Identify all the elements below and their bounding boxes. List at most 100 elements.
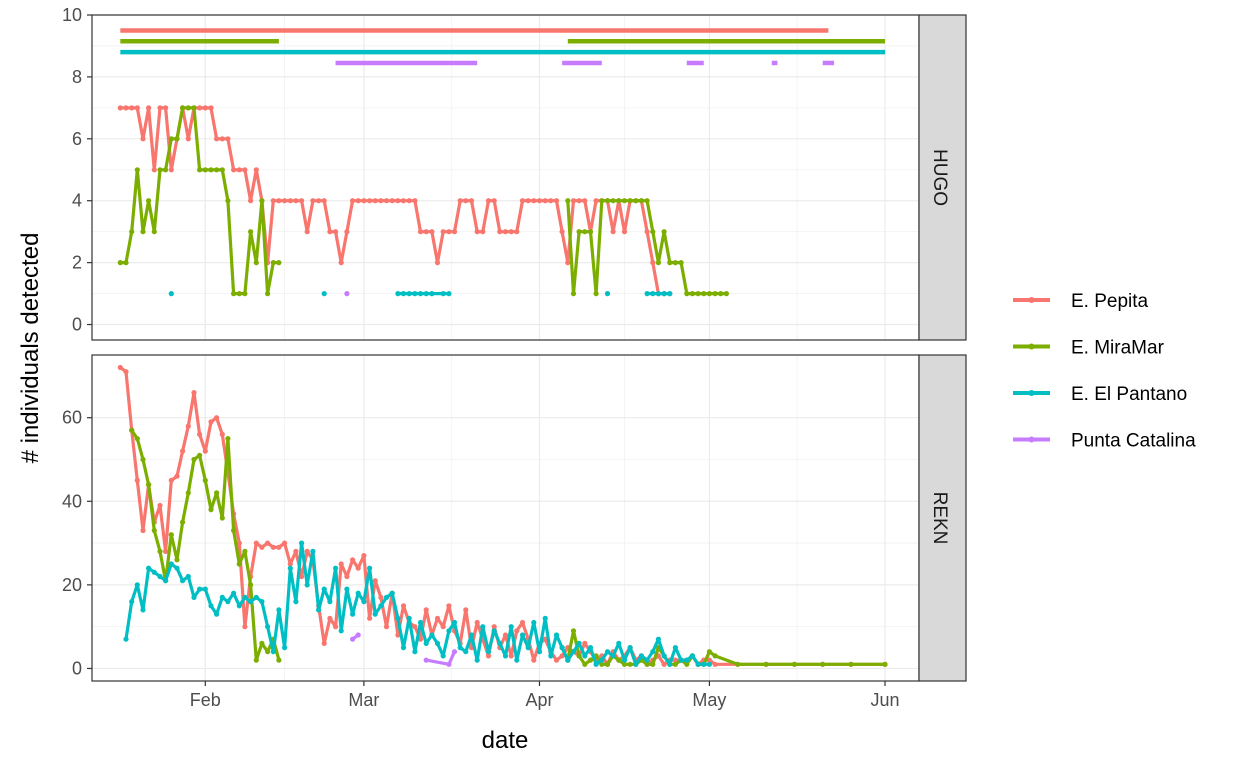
- data-point-e-pepita: [333, 624, 339, 630]
- data-point-e-pepita: [536, 198, 543, 204]
- data-point-e-miramar: [701, 291, 707, 297]
- data-point-e-pepita: [225, 136, 231, 142]
- data-point-e-miramar: [168, 136, 174, 142]
- data-point-e-miramar: [191, 105, 197, 111]
- data-point-e-el-pantano: [191, 594, 197, 601]
- data-point-e-pepita: [502, 632, 509, 638]
- data-point-e-pepita: [134, 105, 140, 111]
- data-point-e-miramar: [820, 661, 826, 667]
- x-axis-title: date: [482, 727, 529, 754]
- data-point-e-pepita: [514, 229, 520, 235]
- data-point-e-el-pantano: [140, 607, 146, 613]
- data-point-e-el-pantano: [514, 657, 520, 663]
- data-point-e-el-pantano: [576, 640, 582, 647]
- data-point-e-el-pantano: [316, 607, 322, 613]
- data-point-e-el-pantano: [214, 611, 220, 617]
- data-point-e-miramar: [168, 532, 174, 538]
- data-point-e-miramar: [180, 519, 186, 525]
- data-point-e-pepita: [400, 603, 407, 609]
- data-point-e-pepita: [514, 628, 520, 634]
- data-point-e-miramar: [174, 557, 180, 563]
- data-point-e-el-pantano: [236, 603, 242, 609]
- data-point-e-el-pantano: [655, 291, 662, 297]
- data-point-e-el-pantano: [276, 607, 282, 613]
- data-point-e-pepita: [287, 198, 293, 204]
- data-point-e-pepita: [270, 198, 276, 204]
- data-point-e-el-pantano: [423, 291, 429, 297]
- data-point-e-pepita: [333, 229, 339, 235]
- data-point-e-el-pantano: [282, 645, 288, 651]
- data-point-e-pepita: [299, 573, 305, 580]
- x-tick-label: Feb: [190, 690, 221, 710]
- data-point-e-pepita: [542, 198, 548, 204]
- strip-rekn-background: [918, 354, 967, 682]
- data-point-e-pepita: [123, 369, 129, 375]
- data-point-e-pepita: [350, 557, 356, 563]
- strip-hugo-label: HUGO: [929, 149, 950, 206]
- data-point-e-pepita: [610, 229, 616, 235]
- data-point-e-pepita: [412, 198, 418, 204]
- y-tick-label: 10: [62, 5, 82, 25]
- data-point-e-pepita: [531, 657, 537, 663]
- data-point-e-pepita: [191, 390, 197, 396]
- data-point-punta-catalina: [446, 661, 452, 667]
- data-point-e-el-pantano: [355, 590, 361, 596]
- data-point-e-pepita: [440, 229, 446, 235]
- data-point-e-pepita: [389, 198, 395, 204]
- data-point-e-miramar: [248, 582, 254, 588]
- data-point-e-miramar: [236, 561, 242, 567]
- data-point-e-pepita: [485, 653, 492, 659]
- data-point-e-pepita: [468, 198, 475, 204]
- data-point-e-el-pantano: [570, 649, 577, 655]
- data-point-e-el-pantano: [406, 615, 412, 621]
- data-point-e-el-pantano: [293, 599, 299, 605]
- data-point-e-el-pantano: [185, 573, 191, 580]
- data-point-e-pepita: [208, 105, 214, 111]
- data-point-e-pepita: [276, 198, 282, 204]
- data-point-e-miramar: [140, 456, 146, 463]
- data-point-e-el-pantano: [197, 586, 203, 592]
- data-point-e-pepita: [474, 229, 480, 235]
- data-point-e-el-pantano: [429, 632, 435, 638]
- legend-key-point-e-el-pantano: [1028, 390, 1035, 396]
- data-point-e-el-pantano: [644, 291, 650, 297]
- data-point-e-pepita: [553, 198, 560, 204]
- data-point-e-miramar: [180, 105, 186, 111]
- data-point-e-el-pantano: [180, 578, 186, 584]
- panel-hugo-y-ticks: 0 2 4 6 8 10: [62, 5, 92, 335]
- data-point-e-miramar: [197, 167, 203, 173]
- data-point-e-pepita: [282, 198, 288, 204]
- data-point-punta-catalina: [350, 636, 356, 642]
- data-point-e-pepita: [163, 548, 169, 555]
- data-point-e-miramar: [570, 628, 577, 634]
- y-axis-title: # individuals detected: [17, 233, 44, 464]
- data-point-e-pepita: [180, 448, 186, 454]
- data-point-e-el-pantano: [344, 586, 350, 592]
- data-point-e-pepita: [706, 657, 713, 663]
- data-point-e-pepita: [140, 136, 146, 142]
- data-point-e-pepita: [372, 578, 378, 584]
- data-point-e-pepita: [236, 167, 242, 173]
- data-point-e-pepita: [304, 229, 310, 235]
- data-point-e-pepita: [129, 105, 135, 111]
- data-point-e-pepita: [417, 229, 424, 235]
- data-point-e-el-pantano: [565, 657, 571, 663]
- strip-hugo-background: [918, 14, 967, 341]
- data-point-e-el-pantano: [372, 611, 378, 617]
- data-point-e-el-pantano: [440, 653, 446, 659]
- data-point-e-pepita: [276, 544, 282, 550]
- data-point-e-pepita: [548, 198, 554, 204]
- panel-rekn-background: [92, 355, 919, 681]
- data-point-e-el-pantano: [321, 586, 327, 592]
- data-point-e-pepita: [378, 198, 384, 204]
- data-point-e-el-pantano: [553, 632, 560, 638]
- panel-hugo-background: [92, 15, 919, 340]
- data-point-e-miramar: [735, 661, 741, 667]
- x-tick-label: May: [692, 690, 726, 710]
- data-point-e-pepita: [491, 624, 497, 630]
- data-point-e-el-pantano: [525, 645, 531, 651]
- data-point-e-el-pantano: [361, 599, 367, 605]
- data-point-e-el-pantano: [457, 645, 463, 651]
- data-point-e-el-pantano: [667, 291, 673, 297]
- data-point-e-el-pantano: [304, 582, 310, 588]
